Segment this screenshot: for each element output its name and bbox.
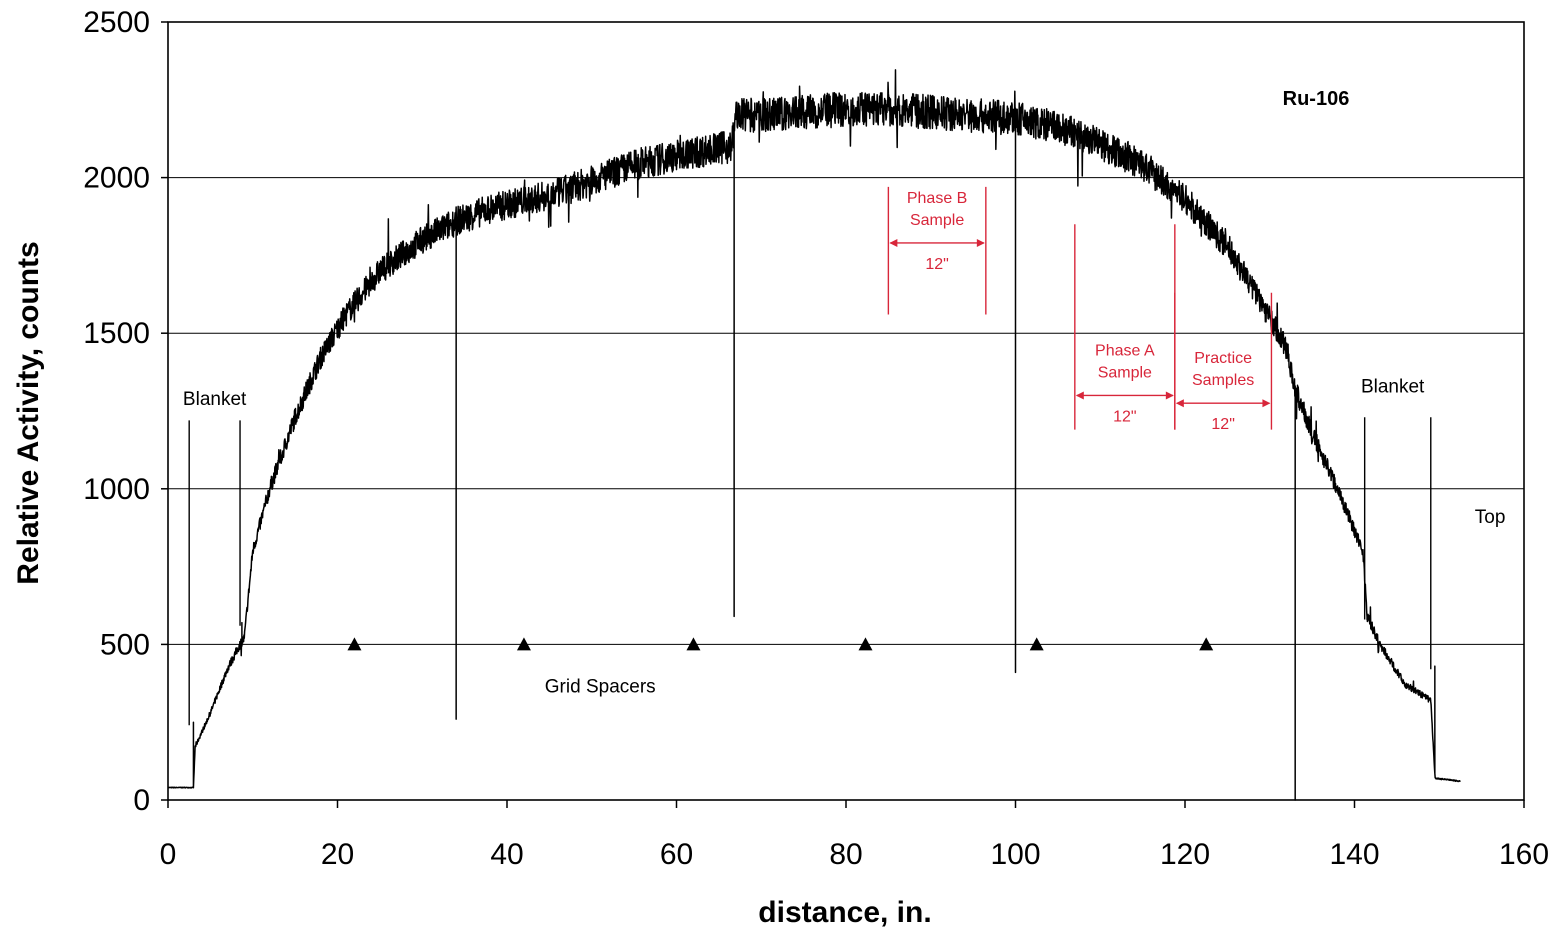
arrowhead-left <box>1075 391 1084 400</box>
y-tick-label: 1500 <box>83 317 150 350</box>
x-tick-label: 60 <box>660 838 693 871</box>
annotation-label: Blanket <box>1361 376 1425 397</box>
x-tick-label: 20 <box>321 838 354 871</box>
sample-region-label: Sample <box>910 212 964 229</box>
sample-length-label: 12" <box>1113 408 1136 425</box>
sample-region-label: Sample <box>1098 364 1152 381</box>
arrowhead-left <box>889 238 898 247</box>
arrowhead-right <box>1165 391 1174 400</box>
data-layer <box>167 69 1461 801</box>
annotation-label: Blanket <box>183 389 247 410</box>
axes: 0 500 1000 1500 2000 2500 0 20 40 60 80 100 120 140 16… <box>83 6 1549 871</box>
arrowhead-right <box>976 238 985 247</box>
sample-length-label: 12" <box>1211 416 1234 433</box>
y-tick-label: 2500 <box>83 6 150 39</box>
grid-spacer-marker <box>516 637 531 651</box>
grid-spacer-marker <box>1029 637 1044 651</box>
arrowhead-left <box>1175 399 1184 408</box>
x-tick-label: 80 <box>829 838 862 871</box>
series-line-0 <box>167 69 1461 801</box>
x-axis-title: distance, in. <box>758 896 931 929</box>
x-tick-label: 100 <box>990 838 1040 871</box>
arrowhead-right <box>1262 399 1271 408</box>
y-tick-label: 0 <box>133 784 150 817</box>
annotation-label: Grid Spacers <box>545 677 656 698</box>
sample-region-label: Phase B <box>907 190 967 207</box>
y-tick-label: 500 <box>100 628 150 661</box>
grid-spacer-marker <box>347 637 362 651</box>
sample-region-label: Practice <box>1194 350 1252 367</box>
y-tick-label: 1000 <box>83 473 150 506</box>
x-tick-label: 140 <box>1329 838 1379 871</box>
grid-spacer-marker <box>1199 637 1214 651</box>
grid-spacer-marker <box>858 637 873 651</box>
sample-length-label: 12" <box>925 256 948 273</box>
sample-region-label: Samples <box>1192 372 1254 389</box>
annotations: Blanket Blanket Top Grid Spacers Phase B Samp… <box>183 186 1506 726</box>
x-tick-label: 120 <box>1160 838 1210 871</box>
x-tick-label: 160 <box>1499 838 1549 871</box>
sample-region-label: Phase A <box>1095 342 1155 359</box>
grid-spacer-marker <box>686 637 701 651</box>
chart-title: Ru-106 <box>1283 88 1350 110</box>
y-axis-title: Relative Activity, counts <box>12 241 45 584</box>
annotation-label: Top <box>1475 507 1506 528</box>
x-tick-label: 40 <box>490 838 523 871</box>
gridlines <box>168 177 1524 645</box>
x-tick-label: 0 <box>160 838 177 871</box>
y-tick-label: 2000 <box>83 162 150 195</box>
